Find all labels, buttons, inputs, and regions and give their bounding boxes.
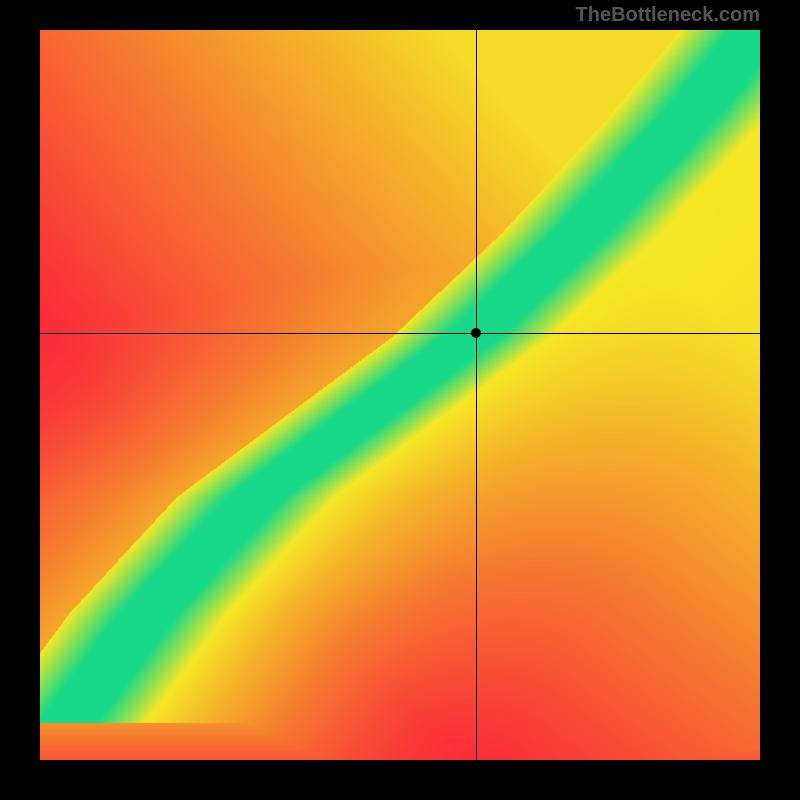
crosshair-horizontal [40, 333, 760, 334]
watermark-text: TheBottleneck.com [576, 4, 760, 27]
crosshair-marker [471, 328, 481, 338]
plot-area [40, 30, 760, 760]
chart-container: TheBottleneck.com [0, 0, 800, 800]
heatmap-canvas [40, 30, 760, 760]
crosshair-vertical [476, 30, 477, 760]
